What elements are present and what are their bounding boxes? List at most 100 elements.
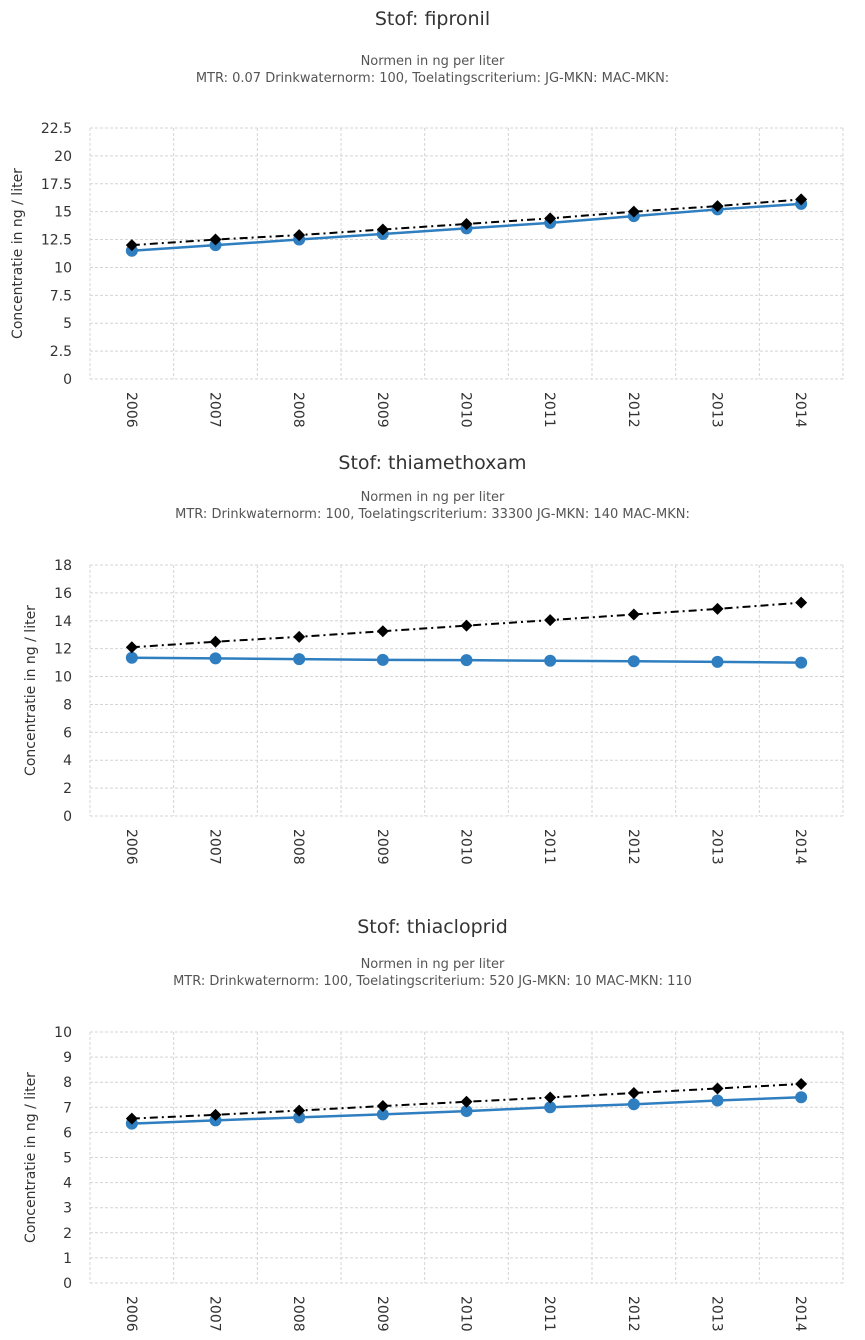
y-tick-label: 20 xyxy=(54,149,72,165)
x-tick-label: 2006 xyxy=(123,392,139,428)
subtitle-line-2: MTR: 0.07 Drinkwaternorm: 100, Toelating… xyxy=(195,71,670,86)
y-tick-label: 10 xyxy=(54,1025,72,1041)
x-tick-label: 2007 xyxy=(207,392,223,428)
chart-title: Stof: thiacloprid xyxy=(357,916,508,938)
data-point-circle xyxy=(544,1101,557,1114)
chart-panel-thiacloprid: Stof: thiacloprid Normen in ng per liter… xyxy=(0,912,865,1340)
y-tick-label: 0 xyxy=(63,809,72,825)
x-tick-label: 2012 xyxy=(625,392,641,428)
x-tick-label: 2008 xyxy=(290,1296,306,1332)
data-point-diamond xyxy=(795,1077,808,1090)
x-tick-label: 2012 xyxy=(625,1296,641,1332)
y-tick-label: 10 xyxy=(54,670,72,686)
x-tick-label: 2013 xyxy=(709,1296,725,1332)
y-tick-label: 22.5 xyxy=(41,121,72,137)
x-tick-label: 2013 xyxy=(709,829,725,865)
data-point-diamond xyxy=(376,1100,389,1113)
data-point-diamond xyxy=(460,1095,473,1108)
x-tick-label: 2011 xyxy=(541,392,557,428)
y-tick-label: 8 xyxy=(63,697,72,713)
chart-subtitle: Normen in ng per liter MTR: Drinkwaterno… xyxy=(0,489,865,523)
chart-panel-fipronil: Stof: fipronil Normen in ng per liter MT… xyxy=(0,0,865,430)
data-point-diamond xyxy=(125,1112,138,1125)
data-point-diamond xyxy=(627,205,640,218)
chart-plot: 0 1 2 3 4 5 6 7 8 9 10 2006 2007 2008 2009 2010 2011 2012… xyxy=(23,1025,844,1332)
data-point-diamond xyxy=(125,641,138,654)
y-axis-title: Concentratie in ng / liter xyxy=(10,168,26,339)
data-point-diamond xyxy=(293,1104,306,1117)
series-line xyxy=(131,1082,802,1120)
subtitle-line-2: MTR: Drinkwaternorm: 100, Toelatingscrit… xyxy=(175,507,690,522)
chart-title: Stof: fipronil xyxy=(374,8,491,30)
data-point-circle xyxy=(795,656,808,669)
data-point-circle xyxy=(460,1105,473,1118)
x-tick-label: 2007 xyxy=(207,829,223,865)
data-point-circle xyxy=(125,651,138,664)
x-tick-label: 2006 xyxy=(123,829,139,865)
data-point-diamond xyxy=(209,635,222,648)
data-point-diamond xyxy=(711,200,724,213)
y-tick-label: 1 xyxy=(63,1251,72,1267)
data-point-diamond xyxy=(627,1086,640,1099)
data-point-circle xyxy=(627,1098,640,1111)
y-tick-label: 4 xyxy=(63,1176,72,1192)
y-tick-label: 15 xyxy=(54,205,72,221)
data-point-diamond xyxy=(293,229,306,242)
y-tick-label: 2 xyxy=(63,781,72,797)
data-point-circle xyxy=(627,655,640,668)
chart-plot: 0 2.5 5 7.5 10 12.5 15 17.5 20 22.5 2006 2007 2008 20… xyxy=(10,121,844,428)
y-tick-label: 18 xyxy=(54,558,72,574)
y-tick-label: 17.5 xyxy=(41,177,72,193)
data-point-circle xyxy=(795,1091,808,1104)
chart-subtitle: Normen in ng per liter MTR: Drinkwaterno… xyxy=(0,956,865,990)
y-tick-label: 6 xyxy=(63,725,72,741)
x-tick-label: 2014 xyxy=(792,392,808,428)
data-point-diamond xyxy=(460,217,473,230)
series-line xyxy=(131,198,802,247)
data-point-circle xyxy=(544,654,557,667)
y-tick-label: 4 xyxy=(63,753,72,769)
chart-plot: 0 2 4 6 8 10 12 14 16 18 2006 2007 2008 2009 2010 2011 2… xyxy=(23,558,844,865)
series-line xyxy=(131,601,802,649)
x-tick-label: 2014 xyxy=(792,1296,808,1332)
x-tick-label: 2008 xyxy=(290,829,306,865)
data-point-diamond xyxy=(544,1091,557,1104)
chart-panel-thiamethoxam: Stof: thiamethoxam Normen in ng per lite… xyxy=(0,448,865,873)
y-tick-label: 6 xyxy=(63,1125,72,1141)
y-tick-label: 12 xyxy=(54,642,72,658)
x-tick-label: 2006 xyxy=(123,1296,139,1332)
x-tick-label: 2009 xyxy=(374,829,390,865)
y-tick-label: 3 xyxy=(63,1201,72,1217)
data-point-circle xyxy=(376,653,389,666)
x-tick-label: 2014 xyxy=(792,829,808,865)
y-tick-label: 16 xyxy=(54,586,72,602)
data-point-diamond xyxy=(795,596,808,609)
y-tick-label: 5 xyxy=(63,1151,72,1167)
x-tick-label: 2010 xyxy=(458,1296,474,1332)
data-point-diamond xyxy=(376,223,389,236)
subtitle-line-1: Normen in ng per liter xyxy=(360,957,505,972)
chart-title: Stof: thiamethoxam xyxy=(338,452,527,474)
x-tick-label: 2010 xyxy=(458,829,474,865)
x-tick-label: 2008 xyxy=(290,392,306,428)
y-axis-title: Concentratie in ng / liter xyxy=(23,1072,39,1243)
y-tick-label: 8 xyxy=(63,1075,72,1091)
data-point-diamond xyxy=(795,193,808,206)
chart-subtitle: Normen in ng per liter MTR: 0.07 Drinkwa… xyxy=(0,53,865,87)
data-point-diamond xyxy=(711,1082,724,1095)
y-tick-label: 5 xyxy=(63,316,72,332)
y-tick-label: 14 xyxy=(54,614,72,630)
x-tick-label: 2013 xyxy=(709,392,725,428)
x-tick-label: 2011 xyxy=(541,1296,557,1332)
x-tick-label: 2010 xyxy=(458,392,474,428)
x-tick-label: 2009 xyxy=(374,1296,390,1332)
x-tick-label: 2011 xyxy=(541,829,557,865)
data-point-diamond xyxy=(544,212,557,225)
data-point-diamond xyxy=(209,1108,222,1121)
subtitle-line-1: Normen in ng per liter xyxy=(360,54,505,69)
y-tick-label: 10 xyxy=(54,260,72,276)
data-point-circle xyxy=(376,1108,389,1121)
data-point-circle xyxy=(711,1094,724,1107)
x-tick-label: 2012 xyxy=(625,829,641,865)
data-point-circle xyxy=(293,653,306,666)
